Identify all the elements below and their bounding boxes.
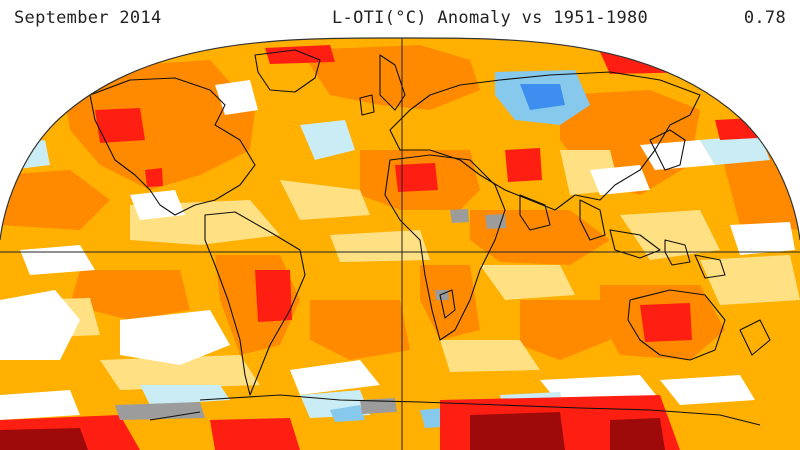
globe-outline-left [0,117,61,241]
map-title: L-OTI(°C) Anomaly vs 1951-1980 [332,8,649,28]
coastlines [89,49,771,426]
dark-red-regions [0,412,665,450]
global-mean-value: 0.78 [743,8,786,28]
map-date-label: September 2014 [14,8,162,28]
globe-outline [59,37,800,241]
missing-data-regions [115,209,506,420]
reference-lines [0,38,800,450]
anomaly-field [0,37,800,450]
